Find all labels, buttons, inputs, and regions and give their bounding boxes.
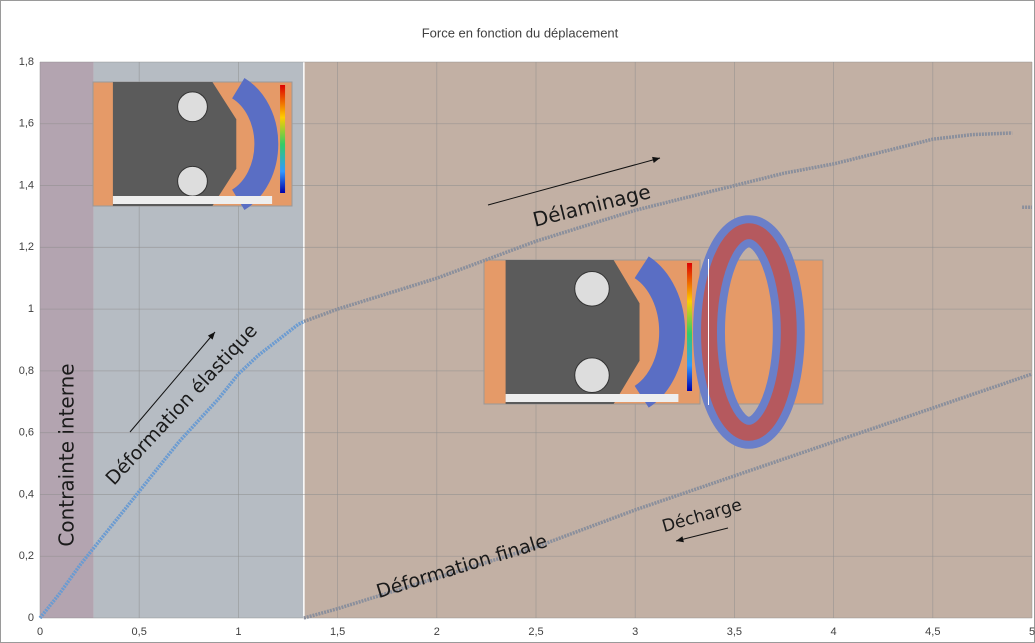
y-tick-label: 1,8 <box>19 56 34 68</box>
inset-body <box>505 260 640 404</box>
x-tick-label: 1,5 <box>330 626 345 638</box>
x-tick-label: 2,5 <box>528 626 543 638</box>
x-tick-label: 1 <box>235 626 241 638</box>
inset-clip <box>708 259 709 405</box>
annotation: Contrainte interne <box>55 363 79 546</box>
arrow <box>487 157 661 206</box>
inset-hole <box>574 357 610 393</box>
arrow <box>675 527 729 542</box>
data-line <box>38 319 305 620</box>
y-tick-label: 1,4 <box>19 179 34 191</box>
inset-toolbar <box>505 394 679 402</box>
y-tick-label: 1,6 <box>19 118 34 130</box>
x-tick-label: 0 <box>37 626 43 638</box>
x-tick-label: 0,5 <box>132 626 147 638</box>
x-tick-label: 3,5 <box>727 626 742 638</box>
x-tick-label: 2 <box>434 626 440 638</box>
y-tick-label: 0,4 <box>19 488 34 500</box>
inset-arc <box>634 256 686 408</box>
inset-image <box>693 215 824 449</box>
x-tick-label: 4 <box>831 626 837 638</box>
inset-body <box>112 82 237 206</box>
inset-image <box>483 256 701 408</box>
y-tick-label: 0 <box>28 612 34 624</box>
inset-scale <box>687 263 693 391</box>
y-tick-label: 0,6 <box>19 427 34 439</box>
chart-title: Force en fonction du déplacement <box>422 25 619 40</box>
inset-scale <box>280 85 286 193</box>
arrow-head <box>652 156 660 163</box>
inset-toolbar <box>112 196 273 204</box>
arrow-head <box>676 536 684 543</box>
inset-image <box>92 77 293 211</box>
x-tick-label: 5 <box>1029 626 1035 638</box>
x-tick-label: 4,5 <box>925 626 940 638</box>
y-tick-label: 0,8 <box>19 365 34 377</box>
arrow <box>129 331 216 433</box>
arrow-head <box>207 332 215 340</box>
region <box>40 62 94 618</box>
y-tick-label: 0,2 <box>19 550 34 562</box>
inset-hole <box>574 271 610 307</box>
inset-hole <box>177 91 208 123</box>
data-line <box>303 131 1032 324</box>
x-tick-label: 3 <box>632 626 638 638</box>
y-tick-label: 1,2 <box>19 241 34 253</box>
inset-arc <box>231 77 279 211</box>
data-line <box>303 372 1033 620</box>
inset-hole <box>177 165 208 197</box>
y-tick-label: 1 <box>28 303 34 315</box>
